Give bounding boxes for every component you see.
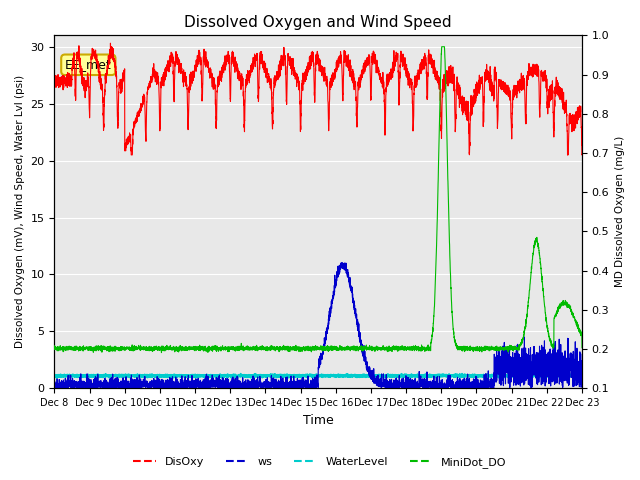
Legend: DisOxy, ws, WaterLevel, MiniDot_DO: DisOxy, ws, WaterLevel, MiniDot_DO: [129, 452, 511, 472]
Y-axis label: MD Dissolved Oxygen (mg/L): MD Dissolved Oxygen (mg/L): [615, 136, 625, 288]
Text: EE_met: EE_met: [65, 58, 112, 71]
Y-axis label: Dissolved Oxygen (mV), Wind Speed, Water Lvl (psi): Dissolved Oxygen (mV), Wind Speed, Water…: [15, 75, 25, 348]
Title: Dissolved Oxygen and Wind Speed: Dissolved Oxygen and Wind Speed: [184, 15, 452, 30]
X-axis label: Time: Time: [303, 414, 333, 427]
